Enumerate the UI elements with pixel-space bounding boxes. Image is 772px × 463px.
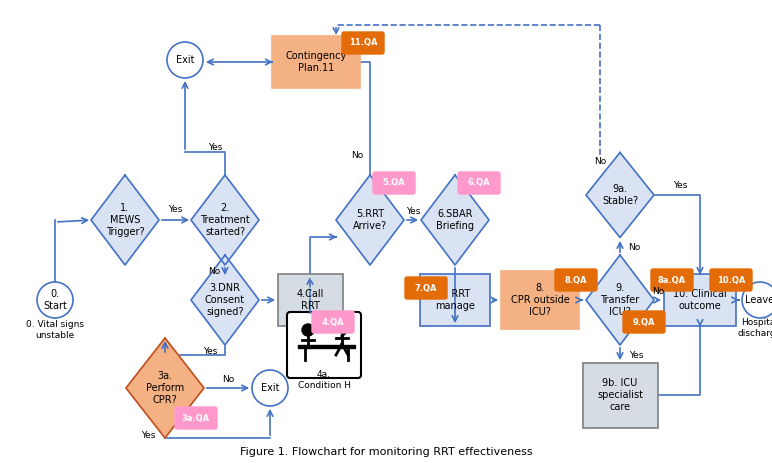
Circle shape: [302, 324, 314, 336]
Text: 10. Clinical
outcome: 10. Clinical outcome: [673, 289, 727, 311]
Text: 5.RRT
Arrive?: 5.RRT Arrive?: [353, 209, 387, 231]
Text: 2.
Treatment
started?: 2. Treatment started?: [200, 203, 250, 237]
Text: 4.QA: 4.QA: [322, 318, 344, 326]
FancyBboxPatch shape: [651, 269, 693, 291]
FancyBboxPatch shape: [277, 274, 343, 326]
FancyBboxPatch shape: [405, 277, 447, 299]
Text: 0. Vital signs
unstable: 0. Vital signs unstable: [26, 320, 84, 340]
Circle shape: [336, 321, 348, 333]
Text: 9b. ICU
specialist
care: 9b. ICU specialist care: [597, 378, 643, 412]
Text: Contingency
Plan.11: Contingency Plan.11: [286, 51, 347, 73]
Text: Figure 1. Flowchart for monitoring RRT effectiveness: Figure 1. Flowchart for monitoring RRT e…: [239, 447, 533, 457]
FancyBboxPatch shape: [664, 274, 736, 326]
Text: Exit: Exit: [176, 55, 195, 65]
FancyBboxPatch shape: [583, 363, 658, 427]
Text: 1.
MEWS
Trigger?: 1. MEWS Trigger?: [106, 203, 144, 237]
Text: 5.QA: 5.QA: [383, 179, 405, 188]
Polygon shape: [191, 255, 259, 345]
FancyBboxPatch shape: [287, 312, 361, 378]
Text: 3a.
Perform
CPR?: 3a. Perform CPR?: [146, 371, 185, 405]
Text: 0.
Start: 0. Start: [43, 289, 67, 311]
Text: 9a.
Stable?: 9a. Stable?: [602, 184, 638, 206]
FancyBboxPatch shape: [623, 311, 665, 333]
Circle shape: [37, 282, 73, 318]
Polygon shape: [91, 175, 159, 265]
Text: 8.QA: 8.QA: [565, 275, 587, 284]
FancyBboxPatch shape: [373, 172, 415, 194]
Text: No: No: [594, 157, 606, 167]
Polygon shape: [421, 175, 489, 265]
Text: 7.QA: 7.QA: [415, 283, 437, 293]
Text: 8a.QA: 8a.QA: [658, 275, 686, 284]
FancyBboxPatch shape: [272, 36, 360, 88]
Text: 11.QA: 11.QA: [349, 38, 378, 48]
Polygon shape: [191, 175, 259, 265]
FancyBboxPatch shape: [710, 269, 752, 291]
FancyBboxPatch shape: [342, 32, 384, 54]
Text: 7. RRT
manage: 7. RRT manage: [435, 289, 475, 311]
Text: 8.
CPR outside
ICU?: 8. CPR outside ICU?: [510, 283, 570, 317]
Text: 3.DNR
Consent
signed?: 3.DNR Consent signed?: [205, 283, 245, 317]
Polygon shape: [586, 152, 654, 238]
Text: Yes: Yes: [406, 206, 420, 215]
Text: Yes: Yes: [203, 348, 217, 357]
Text: 6.SBAR
Briefing: 6.SBAR Briefing: [436, 209, 474, 231]
FancyBboxPatch shape: [420, 274, 490, 326]
Polygon shape: [586, 255, 654, 345]
Polygon shape: [336, 175, 404, 265]
Circle shape: [252, 370, 288, 406]
Text: 4a.
Condition H: 4a. Condition H: [297, 370, 350, 390]
Text: Leave: Leave: [746, 295, 772, 305]
Text: Yes: Yes: [141, 431, 155, 439]
Text: Yes: Yes: [673, 181, 687, 190]
Text: Hospital
discharge: Hospital discharge: [738, 318, 772, 338]
Text: Yes: Yes: [629, 351, 643, 361]
Polygon shape: [126, 338, 204, 438]
FancyBboxPatch shape: [312, 311, 354, 333]
Text: No: No: [652, 287, 664, 295]
Circle shape: [742, 282, 772, 318]
Text: Exit: Exit: [261, 383, 279, 393]
Text: Yes: Yes: [208, 144, 222, 152]
Text: 3a.QA: 3a.QA: [182, 413, 210, 423]
Circle shape: [167, 42, 203, 78]
Text: No: No: [222, 375, 234, 384]
Text: 10.QA: 10.QA: [717, 275, 745, 284]
Text: 6.QA: 6.QA: [468, 179, 490, 188]
FancyBboxPatch shape: [458, 172, 500, 194]
Text: No: No: [208, 268, 220, 276]
Text: 9.
Transfer
ICU?: 9. Transfer ICU?: [601, 283, 640, 317]
FancyBboxPatch shape: [175, 407, 217, 429]
Text: Yes: Yes: [168, 206, 182, 214]
Text: 4.Call
RRT: 4.Call RRT: [296, 289, 323, 311]
FancyBboxPatch shape: [501, 271, 579, 329]
Text: No: No: [351, 150, 363, 159]
Text: No: No: [628, 244, 640, 252]
Text: 9.QA: 9.QA: [633, 318, 655, 326]
FancyBboxPatch shape: [555, 269, 597, 291]
